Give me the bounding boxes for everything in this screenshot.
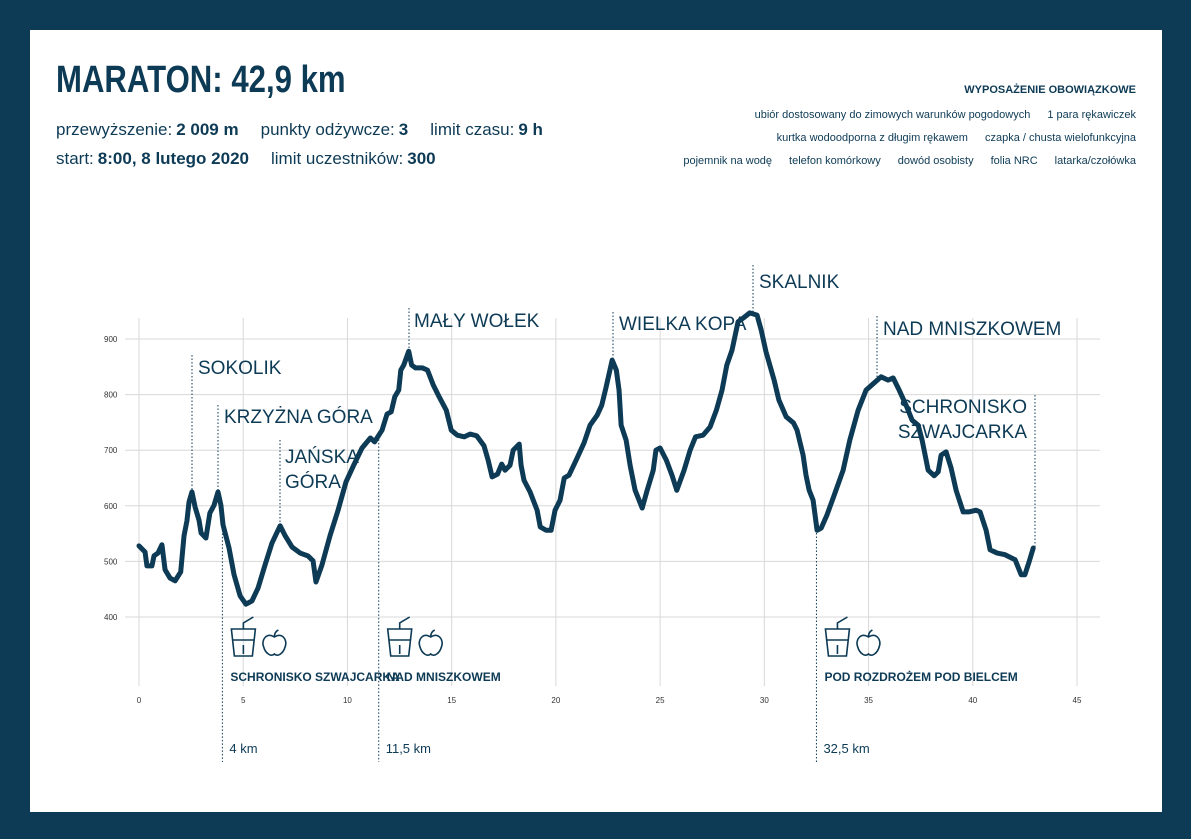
aid-station-km: 32,5 km (823, 741, 869, 756)
aid-station-km: 4 km (229, 741, 257, 756)
peak-label: MAŁY WOŁEK (414, 311, 540, 332)
stat-value: 2 009 m (176, 120, 238, 139)
x-tick-label: 0 (137, 696, 142, 705)
x-tick-label: 25 (656, 696, 665, 705)
equipment-item: 1 para rękawiczek (1047, 109, 1136, 121)
y-tick-label: 900 (104, 335, 118, 344)
apple-icon (856, 629, 881, 656)
x-tick-label: 15 (447, 696, 456, 705)
aid-station-name: NAD MNISZKOWEM (387, 670, 501, 684)
y-tick-label: 600 (104, 502, 118, 511)
peak-label: SZWAJCARKA (898, 422, 1027, 443)
stat-label: limit uczestników: (271, 149, 403, 168)
peak-label: SCHRONISKO (899, 397, 1027, 418)
y-tick-label: 800 (104, 391, 118, 400)
stat-value: 300 (407, 149, 435, 168)
peak-label: WIELKA KOPA (619, 314, 747, 335)
x-tick-label: 30 (760, 696, 769, 705)
stats-line: przewyższenie: 2 009 m punkty odżywcze: 3 li… (56, 120, 543, 139)
apple-icon (262, 629, 287, 656)
stat-label: limit czasu: (430, 120, 514, 139)
x-tick-label: 20 (551, 696, 560, 705)
title: MARATON: 42,9 km (56, 59, 346, 101)
cup-icon (824, 616, 851, 657)
apple-icon (418, 629, 443, 656)
y-tick-label: 400 (104, 613, 118, 622)
x-tick-label: 35 (864, 696, 873, 705)
equipment-item: ubiór dostosowany do zimowych warunków p… (755, 109, 1031, 121)
elevation-line (136, 310, 1036, 607)
x-tick-label: 40 (968, 696, 977, 705)
equipment-item: folia NRC (991, 155, 1038, 167)
stat-label: przewyższenie: (56, 120, 172, 139)
peak-label: JAŃSKA (285, 447, 359, 468)
aid-station-km: 11,5 km (386, 741, 431, 756)
x-tick-label: 45 (1073, 696, 1082, 705)
stat-label: start: (56, 149, 94, 168)
stat-value: 8:00, 8 lutego 2020 (98, 149, 249, 168)
equipment-item: telefon komórkowy (789, 155, 881, 167)
peak-label: KRZYŻNA GÓRA (224, 406, 373, 428)
cup-icon (230, 616, 257, 657)
peak-label: SOKOLIK (198, 358, 282, 379)
y-tick-label: 700 (104, 446, 118, 455)
x-tick-label: 5 (241, 696, 246, 705)
y-tick-label: 500 (104, 557, 118, 566)
peak-label: SKALNIK (759, 272, 840, 293)
equipment-title: WYPOSAŻENIE OBOWIĄZKOWE (964, 83, 1136, 96)
stat-value: 9 h (518, 120, 543, 139)
stats-line: start: 8:00, 8 lutego 2020 limit uczestnik… (56, 149, 436, 168)
peak-label: GÓRA (285, 471, 341, 493)
peak-label: NAD MNISZKOWEM (883, 319, 1061, 340)
x-tick-label: 10 (343, 696, 352, 705)
equipment-item: pojemnik na wodę (683, 155, 772, 167)
equipment-item: kurtka wodoodporna z długim rękawem (777, 132, 968, 144)
stat-label: punkty odżywcze: (261, 120, 395, 139)
cup-icon (386, 616, 413, 657)
equipment-item: czapka / chusta wielofunkcyjna (985, 132, 1137, 144)
equipment-item: latarka/czołówka (1055, 155, 1137, 167)
equipment-item: dowód osobisty (898, 155, 974, 167)
stat-value: 3 (399, 120, 408, 139)
aid-station-name: SCHRONISKO SZWAJCARKA (230, 670, 400, 684)
aid-station-name: POD ROZDROŻEM POD BIELCEM (824, 669, 1017, 684)
